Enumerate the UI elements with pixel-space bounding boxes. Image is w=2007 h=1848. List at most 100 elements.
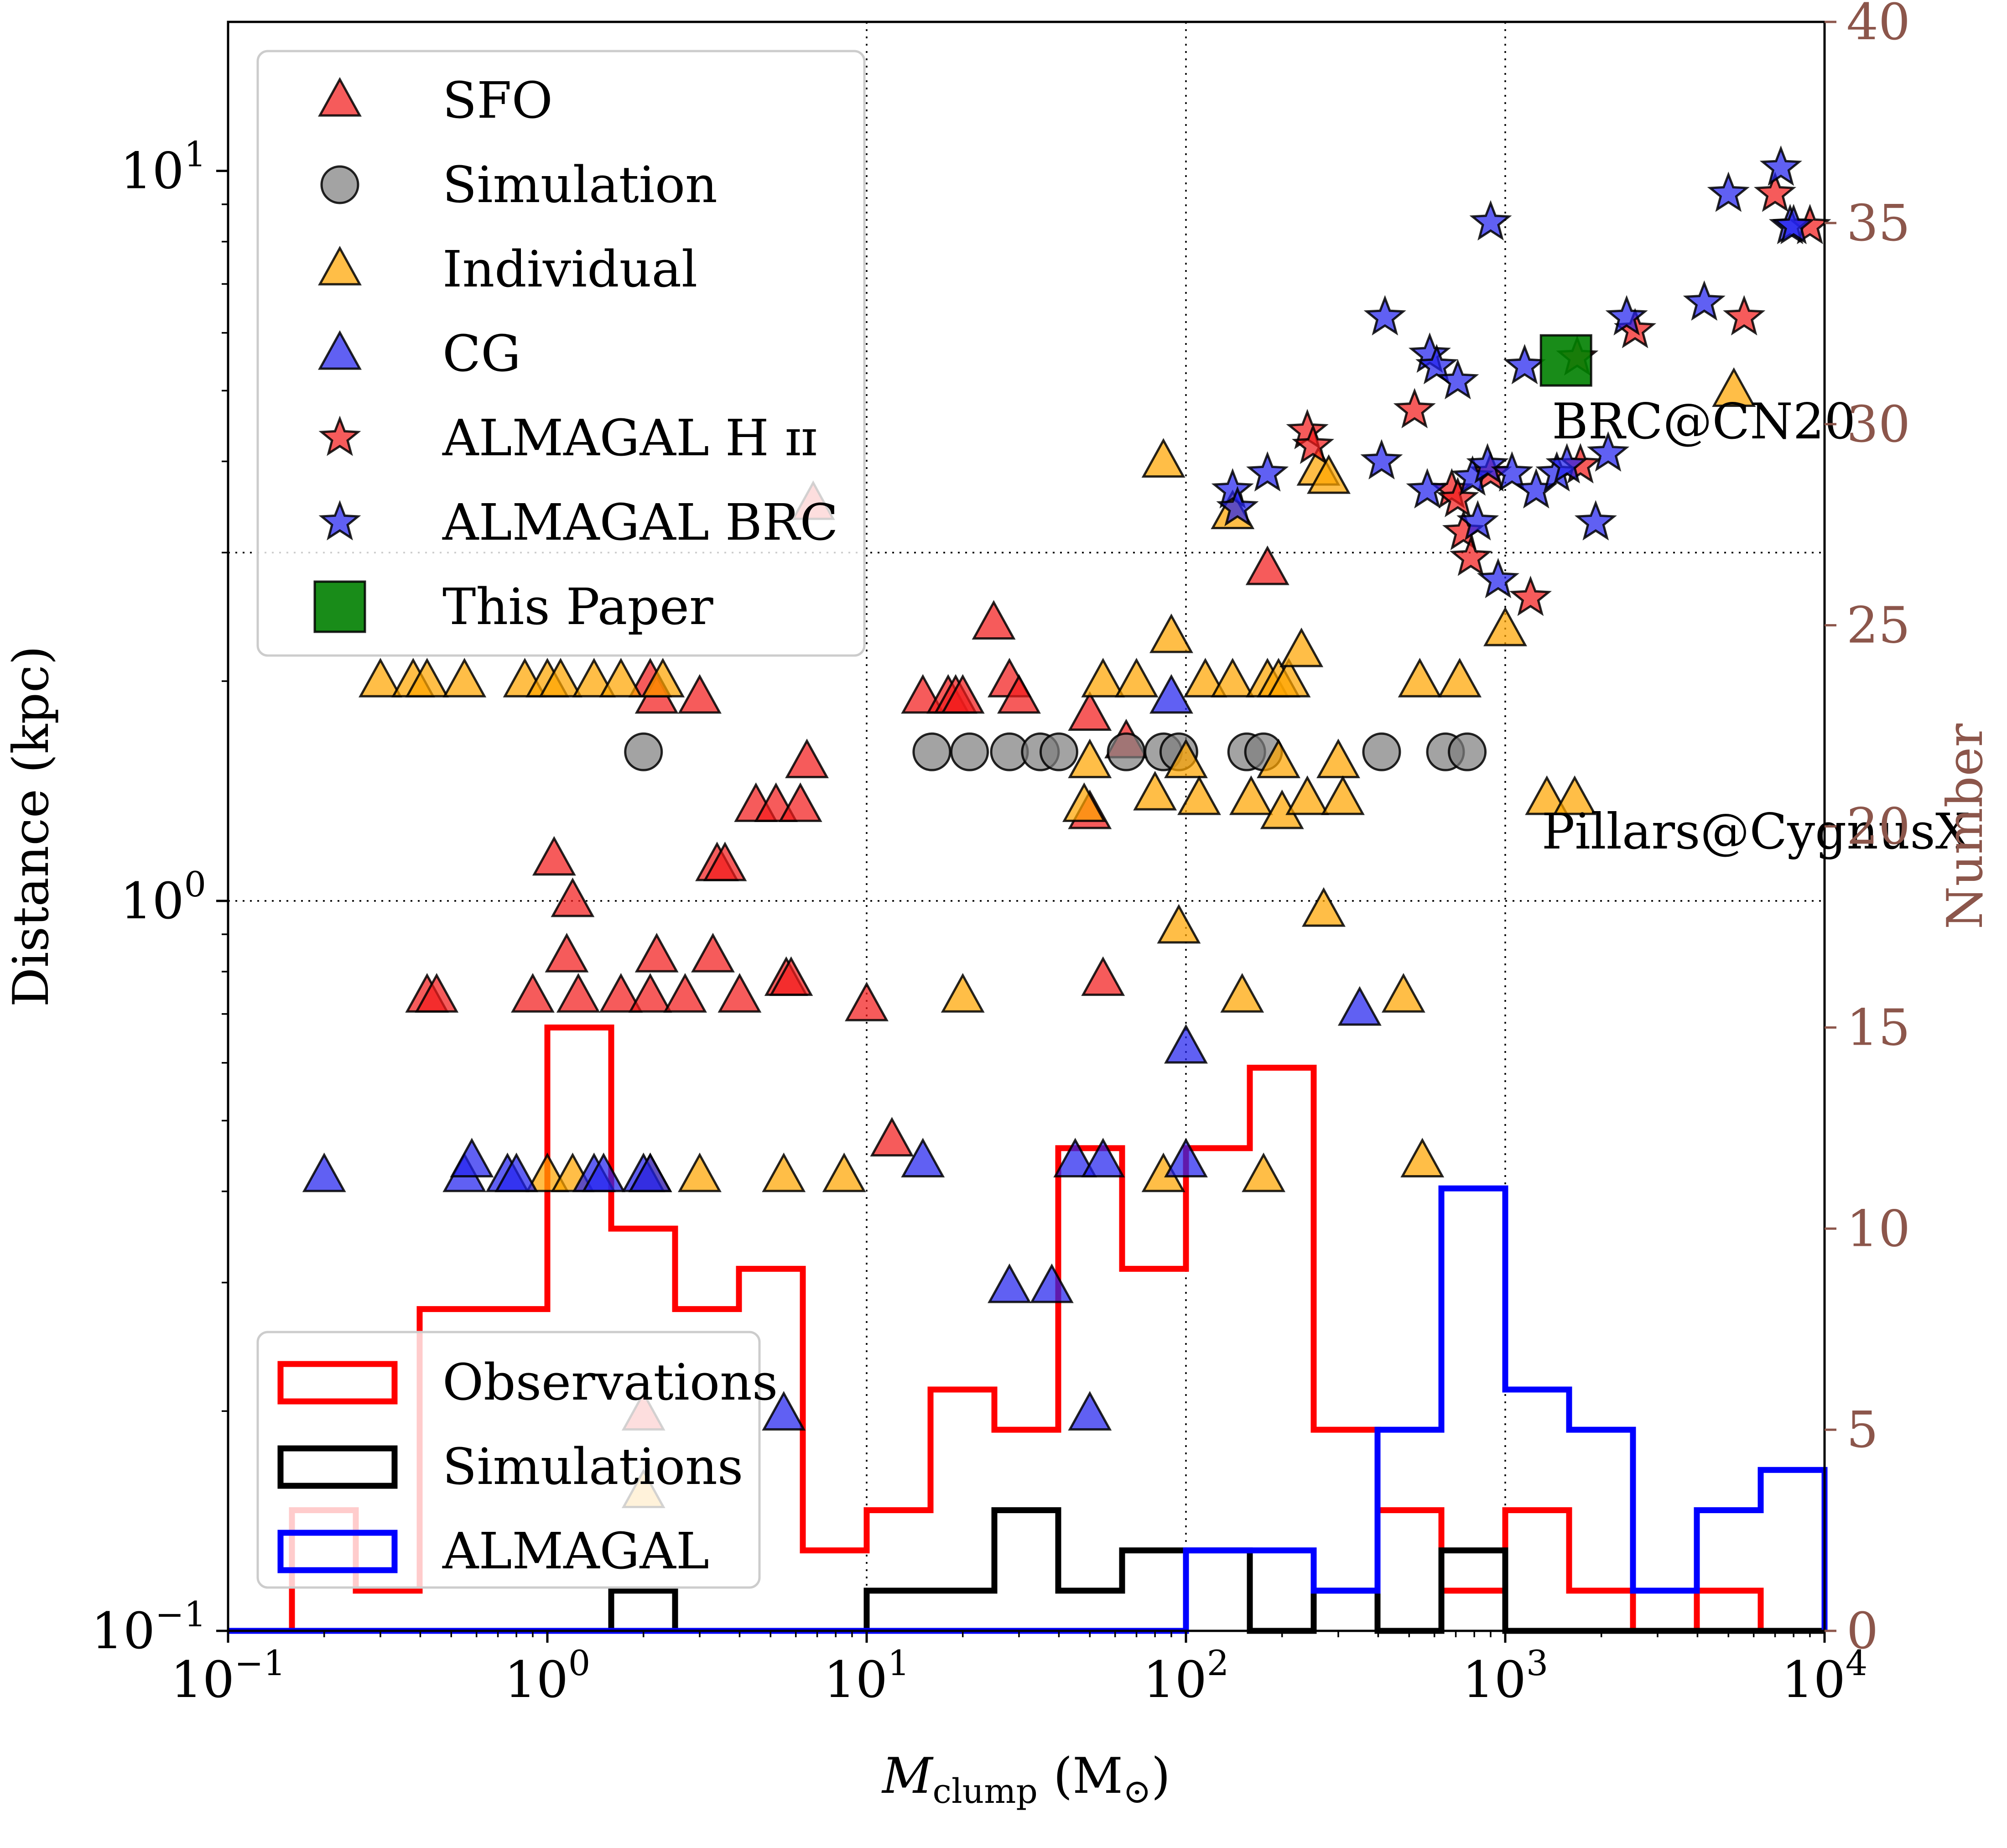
annotation-brc-cn20: BRC@CN20 — [1552, 393, 1856, 450]
point-cg — [494, 1152, 539, 1192]
point-simulation — [1362, 732, 1401, 771]
point-individual — [405, 657, 449, 698]
point-individual — [678, 1152, 722, 1192]
legend-histogram-frame — [256, 1331, 761, 1589]
point-cg — [582, 1152, 626, 1192]
point-individual — [1267, 657, 1311, 698]
point-sfo — [545, 932, 589, 973]
point-almagal-brc — [1545, 443, 1588, 484]
point-individual — [1211, 657, 1255, 698]
annotation-pillars-cygnusx: Pillars@CygnusX — [1542, 803, 1971, 860]
legend-label: SFO — [442, 71, 553, 130]
x-tick-label: 104 — [1782, 1643, 1867, 1709]
point-sfo — [972, 600, 1016, 640]
point-sfo — [870, 1117, 914, 1157]
point-sfo — [678, 674, 722, 714]
point-cg — [450, 1138, 494, 1177]
point-cg — [302, 1152, 346, 1192]
right-axis-label: Number — [1937, 724, 1994, 930]
right-tick-label: 25 — [1846, 596, 1910, 655]
point-simulation — [624, 732, 663, 771]
x-tick-label: 103 — [1462, 1643, 1548, 1709]
point-individual — [1133, 770, 1177, 811]
y-tick-exponent: −1 — [155, 1594, 206, 1635]
legend-swatch-almagal — [277, 1530, 398, 1573]
point-almagal-brc — [1477, 557, 1520, 599]
point-cg — [1149, 674, 1193, 714]
point-individual — [641, 657, 685, 698]
point-individual — [1279, 627, 1324, 667]
point-individual — [1257, 739, 1300, 778]
x-tick-base: 10 — [171, 1650, 234, 1709]
point-sfo — [634, 932, 679, 973]
legend-label: Simulations — [442, 1437, 743, 1496]
x-tick-label: 10−1 — [171, 1643, 286, 1709]
y-axis-label: Distance (kpc) — [3, 646, 60, 1007]
point-almagal-brc — [1436, 359, 1479, 400]
point-almagal-h- — [1292, 423, 1335, 464]
point-cg — [1164, 1024, 1208, 1064]
x-tick-base: 10 — [504, 1650, 568, 1709]
point-cg — [762, 1391, 806, 1431]
point-almagal-brc — [1586, 431, 1630, 472]
point-simulation — [1107, 732, 1146, 771]
point-almagal-brc — [1363, 295, 1406, 336]
right-tick-label: 10 — [1846, 1199, 1910, 1258]
point-individual — [1712, 367, 1756, 407]
point-this-paper — [1539, 334, 1592, 387]
legend-swatch-simulations — [277, 1445, 398, 1489]
y-tick-label: 100 — [120, 864, 206, 930]
x-tick-label: 102 — [1143, 1643, 1229, 1709]
point-individual — [1157, 904, 1201, 944]
point-individual — [1149, 613, 1193, 653]
point-individual — [1183, 657, 1227, 698]
point-almagal-brc — [1469, 200, 1512, 241]
point-individual — [1525, 775, 1569, 815]
point-almagal-brc — [1683, 280, 1726, 321]
point-cg — [1081, 1138, 1125, 1177]
point-almagal-brc — [1360, 439, 1403, 480]
point-individual — [1381, 973, 1425, 1013]
x-tick-base: 10 — [1143, 1650, 1207, 1709]
x-tick-base: 10 — [824, 1650, 888, 1709]
point-individual — [1398, 657, 1442, 698]
point-sfo — [532, 836, 576, 876]
point-almagal-brc — [1759, 145, 1802, 186]
point-sfo — [1068, 691, 1112, 731]
point-cg — [1337, 986, 1382, 1026]
x-tick-base: 10 — [1782, 1650, 1846, 1709]
y-tick-label: 10−1 — [91, 1594, 206, 1660]
right-tick-label: 20 — [1846, 797, 1910, 856]
y-tick-base: 10 — [120, 872, 184, 930]
legend-label: Individual — [442, 240, 697, 298]
legend-marker-this-paper — [313, 580, 366, 633]
point-individual — [1141, 438, 1185, 478]
x-tick-label: 101 — [824, 1643, 910, 1709]
point-individual — [1114, 657, 1159, 698]
right-tick-label: 15 — [1846, 998, 1910, 1057]
point-sfo — [718, 973, 762, 1013]
point-sfo — [511, 973, 555, 1013]
point-almagal-brc — [1246, 451, 1289, 492]
point-cg — [1029, 1263, 1074, 1303]
point-almagal-h- — [1753, 172, 1797, 212]
point-individual — [1068, 739, 1112, 778]
point-sfo — [941, 674, 985, 714]
point-sfo — [663, 973, 707, 1013]
legend-label: ALMAGAL H ɪɪ — [442, 409, 817, 467]
point-sfo — [769, 956, 813, 996]
point-individual — [1553, 775, 1597, 815]
point-sfo — [1245, 545, 1289, 585]
point-individual — [941, 973, 985, 1013]
y-tick-label: 101 — [120, 134, 206, 200]
point-individual — [572, 657, 616, 698]
point-sfo — [599, 973, 643, 1013]
point-individual — [1400, 1138, 1445, 1177]
point-almagal-h- — [1723, 295, 1766, 336]
point-sfo — [997, 674, 1041, 714]
point-sfo — [778, 782, 822, 822]
point-sfo — [551, 877, 595, 917]
right-tick-label: 35 — [1846, 194, 1910, 252]
point-individual — [359, 657, 402, 698]
